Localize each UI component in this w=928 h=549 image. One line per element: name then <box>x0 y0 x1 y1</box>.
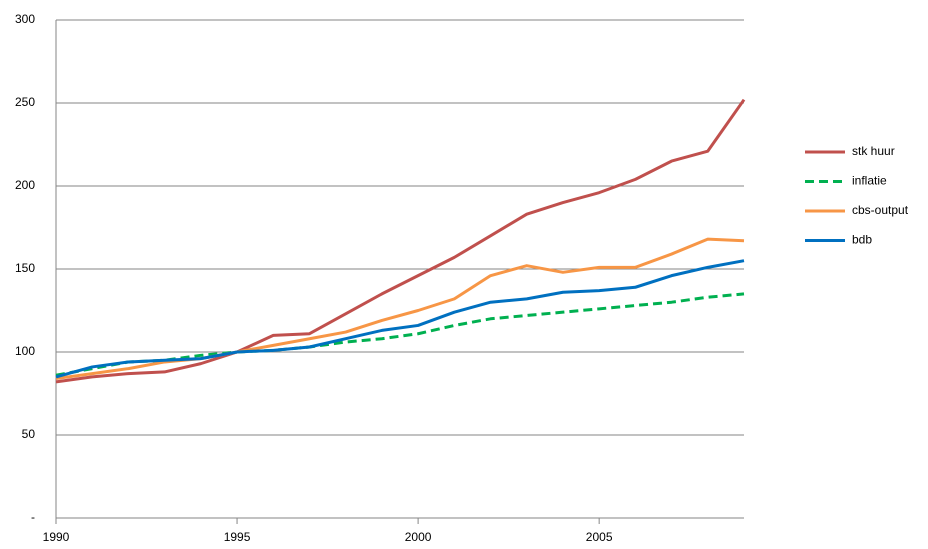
x-tick-label: 1990 <box>43 530 70 544</box>
legend-label: bdb <box>852 233 872 247</box>
x-tick-label: 1995 <box>224 530 251 544</box>
legend-label: cbs-output <box>852 203 909 217</box>
y-tick-label: 50 <box>22 427 36 441</box>
y-tick-label: - <box>31 510 35 524</box>
series-line <box>55 259 745 379</box>
y-tick-label: 100 <box>15 344 35 358</box>
y-tick-label: 250 <box>15 95 35 109</box>
legend-label: inflatie <box>852 174 887 188</box>
legend-label: stk huur <box>852 144 895 158</box>
y-tick-label: 200 <box>15 178 35 192</box>
x-tick-label: 2005 <box>586 530 613 544</box>
y-tick-label: 150 <box>15 261 35 275</box>
x-tick-label: 2000 <box>405 530 432 544</box>
series-line <box>55 237 745 381</box>
series-line <box>55 98 746 384</box>
y-tick-label: 300 <box>15 12 35 26</box>
